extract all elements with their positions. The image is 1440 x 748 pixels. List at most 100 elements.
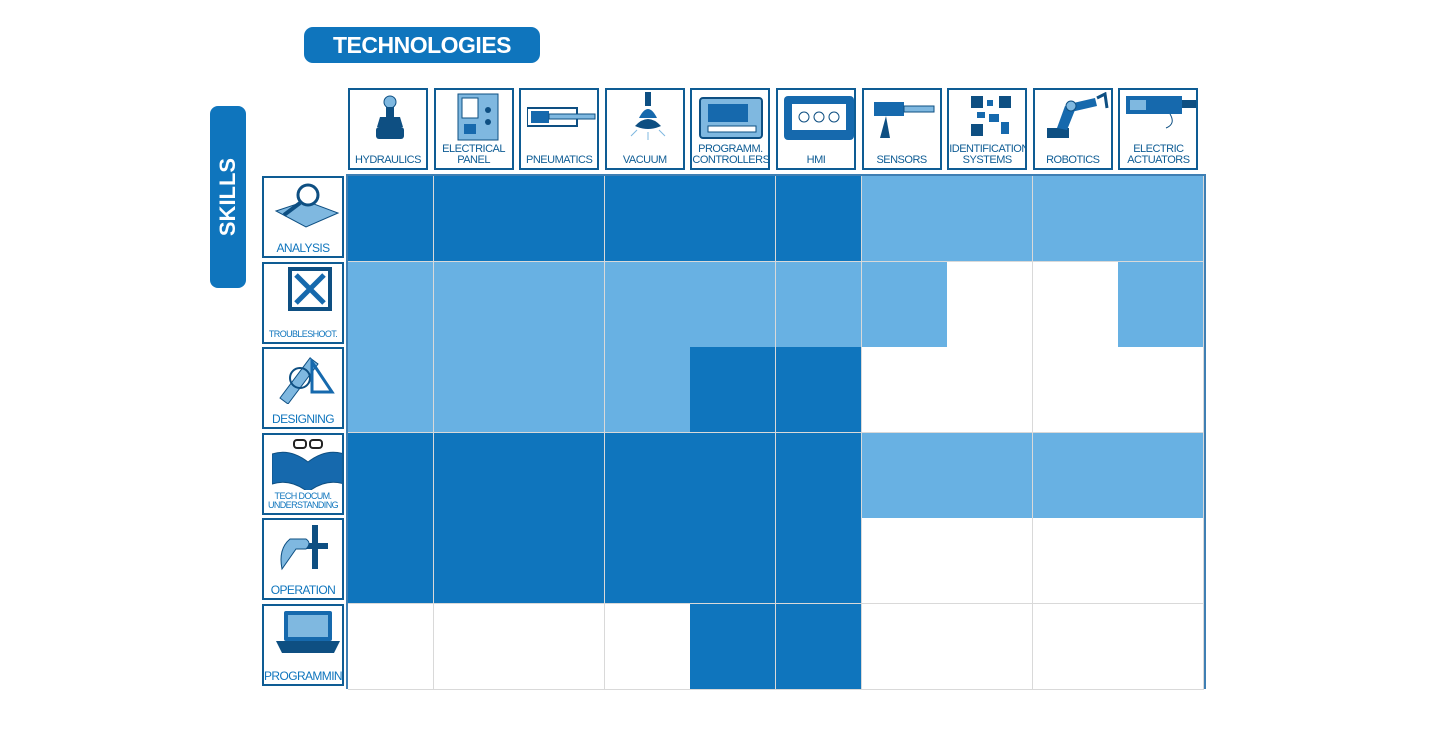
tech-header-label: IDENTIFICATION SYSTEMS (949, 143, 1028, 166)
skill-header-label: TROUBLESHOOT. (268, 328, 338, 339)
matrix-cell (1118, 347, 1205, 434)
tech-header-label: SENSORS (876, 154, 927, 166)
drafting-icon (279, 357, 335, 405)
matrix-cell (947, 176, 1034, 262)
skill-header-label: OPERATION (270, 583, 336, 598)
matrix-cell (1032, 261, 1119, 348)
tools-icon (288, 266, 332, 311)
matrix-cell (1032, 176, 1119, 262)
matrix-cell (348, 176, 434, 262)
tech-header-8: ROBOTICS (1032, 88, 1113, 170)
matrix-cell (776, 261, 862, 348)
skill-header-1: TROUBLESHOOT. (262, 261, 344, 344)
matrix-cell (690, 518, 777, 605)
hydraulic-valve-icon (376, 95, 404, 139)
matrix-cell (348, 347, 434, 434)
matrix-cell (1118, 432, 1205, 519)
matrix-cell (1118, 261, 1205, 348)
tech-header-6: SENSORS (861, 88, 942, 170)
tech-header-2: PNEUMATICS (519, 88, 600, 170)
matrix-cell (433, 604, 520, 690)
tech-header-label: PNEUMATICS (526, 154, 593, 166)
pneumatic-cylinder-icon (527, 107, 596, 127)
matrix-cell (433, 432, 520, 519)
plc-icon (699, 97, 764, 139)
matrix-cell (604, 261, 691, 348)
skills-technology-matrix (346, 174, 1206, 690)
matrix-cell (690, 176, 777, 262)
matrix-cell (433, 261, 520, 348)
matrix-cell (1118, 176, 1205, 262)
tech-header-label: PROGRAMM. CONTROLLERS (692, 143, 770, 166)
skill-header-5: PROGRAMMING (262, 604, 344, 686)
vacuum-cup-icon (630, 92, 666, 140)
matrix-cell (947, 432, 1034, 519)
matrix-cell (348, 604, 434, 690)
matrix-cell (433, 518, 520, 605)
matrix-cell (1032, 518, 1119, 605)
matrix-cell (776, 347, 862, 434)
skill-header-label: ANALYSIS (276, 241, 330, 255)
matrix-cell (519, 261, 606, 348)
skill-header-3: TECH DOCUM. UNDERSTANDING (262, 432, 344, 515)
robot-arm-icon (1046, 92, 1109, 138)
magnifier-book-icon (274, 183, 340, 228)
matrix-cell (1032, 347, 1119, 434)
hand-lever-icon (280, 525, 328, 571)
matrix-cell (861, 176, 948, 262)
tech-header-label: HMI (806, 154, 826, 166)
matrix-cell (348, 432, 434, 519)
skill-header-2: DESIGNING (262, 347, 344, 430)
qr-code-icon (969, 94, 1014, 138)
electric-actuator-icon (1126, 96, 1197, 129)
matrix-cell (604, 176, 691, 262)
sensor-icon (873, 102, 935, 138)
matrix-cell (947, 347, 1034, 434)
matrix-cell (433, 347, 520, 434)
matrix-cell (433, 176, 520, 262)
matrix-cell (690, 347, 777, 434)
matrix-cell (1118, 604, 1205, 690)
skills-title-badge: SKILLS (210, 106, 246, 288)
matrix-cell (519, 518, 606, 605)
tech-header-5: HMI (776, 88, 856, 170)
tech-header-7: IDENTIFICATION SYSTEMS (947, 88, 1028, 170)
tech-header-label: HYDRAULICS (355, 154, 421, 166)
technologies-title: TECHNOLOGIES (304, 27, 540, 63)
matrix-cell (776, 518, 862, 605)
matrix-cell (861, 518, 948, 605)
matrix-cell (776, 176, 862, 262)
skill-header-label: PROGRAMMING (264, 669, 344, 683)
skill-header-label: TECH DOCUM. UNDERSTANDING (267, 490, 339, 510)
matrix-cell (1032, 432, 1119, 519)
matrix-cell (690, 604, 777, 690)
matrix-cell (348, 518, 434, 605)
matrix-cell (947, 518, 1034, 605)
matrix-cell (519, 347, 606, 434)
matrix-cell (690, 261, 777, 348)
matrix-cell (947, 261, 1034, 348)
matrix-cell (604, 347, 691, 434)
matrix-cell (519, 604, 606, 690)
tech-header-9: ELECTRIC ACTUATORS (1118, 88, 1199, 170)
tech-header-label: ELECTRIC ACTUATORS (1127, 143, 1190, 166)
matrix-cell (604, 432, 691, 519)
tech-header-0: HYDRAULICS (348, 88, 428, 170)
matrix-cell (776, 432, 862, 519)
skill-header-label: DESIGNING (272, 412, 335, 427)
electrical-panel-icon (457, 93, 499, 141)
matrix-cell (861, 432, 948, 519)
matrix-cell (947, 604, 1034, 690)
matrix-cell (861, 261, 948, 348)
matrix-cell (690, 432, 777, 519)
hmi-panel-icon (784, 96, 854, 140)
matrix-cell (604, 518, 691, 605)
tech-header-1: ELECTRICAL PANEL (433, 88, 514, 170)
laptop-icon (276, 611, 340, 653)
reading-book-icon (272, 438, 342, 490)
tech-header-3: VACUUM (604, 88, 685, 170)
matrix-cell (861, 604, 948, 690)
tech-header-label: ROBOTICS (1046, 154, 1100, 166)
matrix-cell (519, 432, 606, 519)
matrix-cell (1118, 518, 1205, 605)
